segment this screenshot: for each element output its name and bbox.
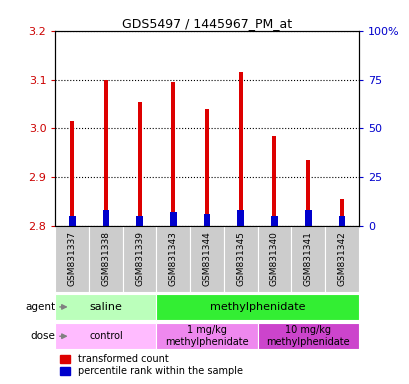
Title: GDS5497 / 1445967_PM_at: GDS5497 / 1445967_PM_at (122, 17, 291, 30)
Text: agent: agent (25, 302, 55, 312)
FancyBboxPatch shape (55, 226, 89, 292)
Text: methylphenidate: methylphenidate (209, 302, 305, 312)
Bar (70, 121, 74, 226)
FancyBboxPatch shape (223, 226, 257, 292)
FancyBboxPatch shape (156, 294, 358, 320)
Text: GSM831342: GSM831342 (337, 231, 346, 286)
Text: GSM831337: GSM831337 (67, 231, 76, 286)
Bar (103, 79, 108, 226)
Bar (204, 109, 209, 226)
Text: dose: dose (30, 331, 55, 341)
Bar (272, 136, 276, 226)
FancyBboxPatch shape (257, 323, 358, 349)
FancyBboxPatch shape (55, 323, 156, 349)
Bar (238, 72, 242, 226)
Bar (203, 214, 210, 226)
Text: 1 mg/kg
methylphenidate: 1 mg/kg methylphenidate (165, 325, 248, 347)
Text: GSM831341: GSM831341 (303, 231, 312, 286)
Bar (237, 210, 243, 226)
Bar (304, 210, 311, 226)
Bar (338, 216, 344, 226)
FancyBboxPatch shape (156, 323, 257, 349)
FancyBboxPatch shape (55, 294, 156, 320)
Text: GSM831344: GSM831344 (202, 231, 211, 286)
Bar (170, 212, 176, 226)
Text: control: control (89, 331, 122, 341)
FancyBboxPatch shape (156, 226, 190, 292)
Text: GSM831343: GSM831343 (169, 231, 178, 286)
Text: 10 mg/kg
methylphenidate: 10 mg/kg methylphenidate (266, 325, 349, 347)
Text: GSM831338: GSM831338 (101, 231, 110, 286)
FancyBboxPatch shape (291, 226, 324, 292)
Bar (339, 199, 343, 226)
FancyBboxPatch shape (190, 226, 223, 292)
FancyBboxPatch shape (89, 226, 122, 292)
Bar (136, 216, 143, 226)
FancyBboxPatch shape (257, 226, 291, 292)
Bar (102, 210, 109, 226)
Bar (69, 216, 75, 226)
FancyBboxPatch shape (122, 226, 156, 292)
Bar (171, 82, 175, 226)
Text: GSM831339: GSM831339 (135, 231, 144, 286)
Legend: transformed count, percentile rank within the sample: transformed count, percentile rank withi… (60, 354, 242, 376)
Bar (270, 216, 277, 226)
Text: GSM831340: GSM831340 (269, 231, 278, 286)
Text: GSM831345: GSM831345 (236, 231, 245, 286)
FancyBboxPatch shape (324, 226, 358, 292)
Bar (137, 101, 141, 226)
Text: saline: saline (89, 302, 122, 312)
Bar (306, 160, 310, 226)
